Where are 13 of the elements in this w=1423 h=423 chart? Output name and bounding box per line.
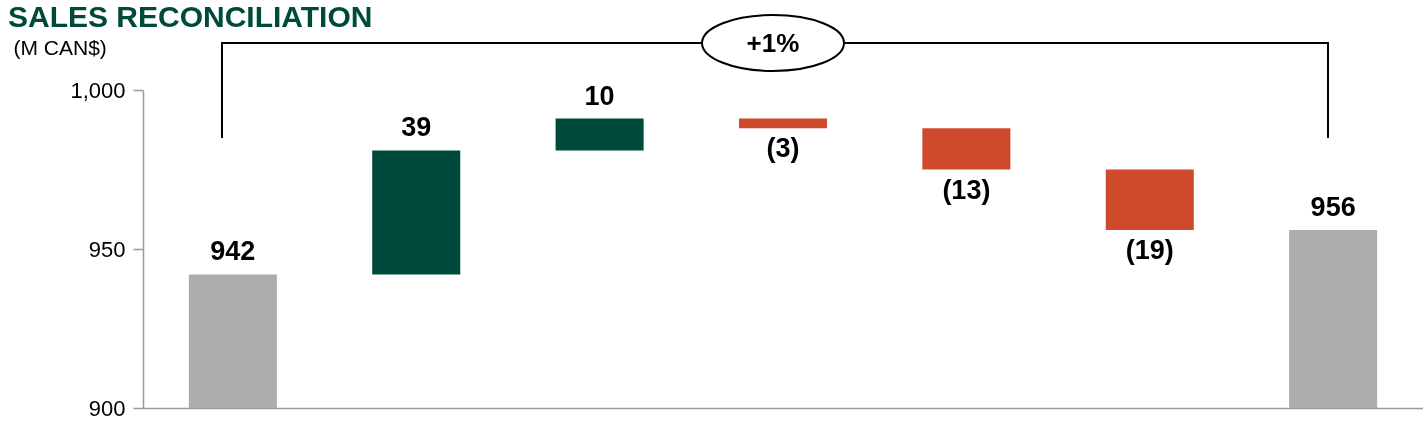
y-tick-label: 1,000 [70,77,126,103]
data-label: (13) [942,174,991,205]
data-label: (3) [766,133,800,164]
data-label: (19) [1125,234,1174,265]
chart-title: SALES RECONCILIATION [8,0,373,33]
data-label: 956 [1310,191,1356,222]
y-tick-label: 900 [88,395,126,421]
data-label: 39 [401,112,432,143]
y-axis-title: (M CAN$) [13,35,107,59]
data-label: 942 [210,236,256,267]
text: +1% [746,28,800,58]
data-label: 10 [584,80,615,111]
y-tick-label: 950 [88,236,126,262]
